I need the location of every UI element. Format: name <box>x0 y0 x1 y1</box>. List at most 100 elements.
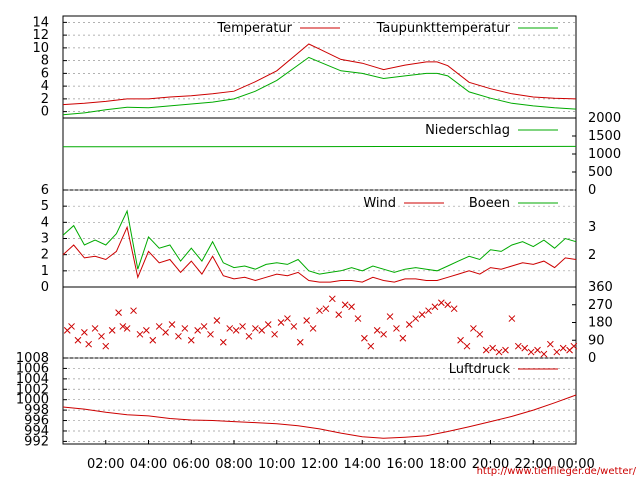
y-tick-label: 0 <box>588 183 596 198</box>
series-line <box>62 394 577 439</box>
y-tick-label: 2 <box>41 92 49 107</box>
legend-label: Luftdruck <box>449 362 511 377</box>
legend-label: Wind <box>363 196 396 211</box>
x-tick-label: 06:00 <box>173 457 210 472</box>
scatter-point <box>546 340 554 348</box>
scatter-point <box>136 330 144 338</box>
scatter-point <box>303 317 311 324</box>
x-tick-label: 04:00 <box>130 457 167 472</box>
scatter-point <box>68 323 75 330</box>
legend-label: Niederschlag <box>425 123 510 138</box>
x-tick-label: 20:00 <box>472 457 509 472</box>
y-tick-label-right: 3 <box>588 220 596 235</box>
y-tick-label: 4 <box>41 79 49 94</box>
y-tick-label: 4 <box>41 215 49 230</box>
y-tick-label: 12 <box>32 28 49 43</box>
y-tick-label: 0 <box>588 351 596 366</box>
y-tick-label: 360 <box>588 280 613 295</box>
scatter-point <box>181 325 189 332</box>
scatter-point <box>258 327 266 334</box>
series-line <box>62 225 577 283</box>
scatter-point <box>219 338 227 346</box>
y-tick-label: 2000 <box>588 111 621 126</box>
scatter-point <box>130 307 137 315</box>
x-tick-label: 02:00 <box>87 457 124 472</box>
chart-frame <box>62 15 577 445</box>
scatter-point <box>143 327 150 334</box>
scatter-point <box>418 311 426 318</box>
y-tick-label: 1002 <box>16 382 49 397</box>
y-tick-label: 8 <box>41 54 49 69</box>
y-tick-label: 14 <box>32 15 49 30</box>
scatter-point <box>284 315 291 322</box>
scatter-point <box>540 350 548 358</box>
y-tick-label: 994 <box>24 424 49 439</box>
legend-label: Temperatur <box>216 21 292 36</box>
scatter-point <box>168 321 176 328</box>
scatter-point <box>476 330 484 338</box>
scatter-point <box>322 305 330 313</box>
series-line <box>62 43 577 106</box>
x-tick-label: 00:00 <box>557 457 594 472</box>
scatter-point <box>290 323 298 330</box>
scatter-point <box>437 299 445 307</box>
scatter-point <box>271 330 278 338</box>
y-tick-label: 1000 <box>16 393 49 408</box>
y-tick-label: 1 <box>41 264 49 279</box>
y-tick-label: 180 <box>588 316 613 331</box>
scatter-point <box>277 319 285 326</box>
scatter-point <box>405 321 413 328</box>
scatter-point <box>431 303 439 311</box>
scatter-point <box>187 336 195 344</box>
scatter-point <box>399 334 407 342</box>
scatter-point <box>450 305 458 313</box>
y-tick-label: 10 <box>32 41 49 56</box>
scatter-point <box>115 309 122 316</box>
scatter-point <box>425 307 432 315</box>
scatter-point <box>335 311 343 318</box>
scatter-point <box>98 332 105 340</box>
scatter-point <box>367 342 375 350</box>
y-tick-label: 998 <box>24 403 49 418</box>
scatter-point <box>264 321 272 328</box>
scatter-point <box>444 301 452 309</box>
scatter-point <box>207 330 214 338</box>
scatter-point <box>91 325 99 332</box>
scatter-point <box>380 330 387 338</box>
y-tick-label-right: 2 <box>588 248 596 263</box>
x-tick-label: 22:00 <box>515 457 552 472</box>
y-tick-label: 2 <box>41 248 49 263</box>
scatter-point <box>119 323 127 330</box>
y-tick-label: 1500 <box>588 129 621 144</box>
x-tick-label: 16:00 <box>386 457 423 472</box>
y-tick-label: 1008 <box>16 351 49 366</box>
scatter-point <box>482 346 490 354</box>
series-line <box>62 56 577 116</box>
scatter-point <box>316 307 323 315</box>
y-tick-label: 996 <box>24 414 49 429</box>
scatter-point <box>239 323 246 330</box>
scatter-point <box>252 325 259 332</box>
scatter-point <box>328 295 336 303</box>
scatter-point <box>108 327 116 334</box>
scatter-point <box>175 332 182 340</box>
series-line <box>62 209 577 275</box>
scatter-point <box>527 348 535 356</box>
scatter-point <box>296 338 304 346</box>
scatter-point <box>155 323 163 330</box>
scatter-point <box>341 301 349 309</box>
y-tick-label: 992 <box>24 434 49 449</box>
scatter-point <box>81 329 88 336</box>
scatter-point <box>393 325 400 332</box>
y-tick-label: 500 <box>588 165 613 180</box>
scatter-point <box>200 323 208 330</box>
scatter-point <box>226 325 234 332</box>
scatter-point <box>213 317 221 324</box>
scatter-point <box>570 342 578 350</box>
scatter-point <box>534 346 541 354</box>
scatter-point <box>149 336 157 344</box>
x-tick-label: 18:00 <box>429 457 466 472</box>
y-tick-label: 5 <box>41 199 49 214</box>
scatter-point <box>489 344 496 352</box>
